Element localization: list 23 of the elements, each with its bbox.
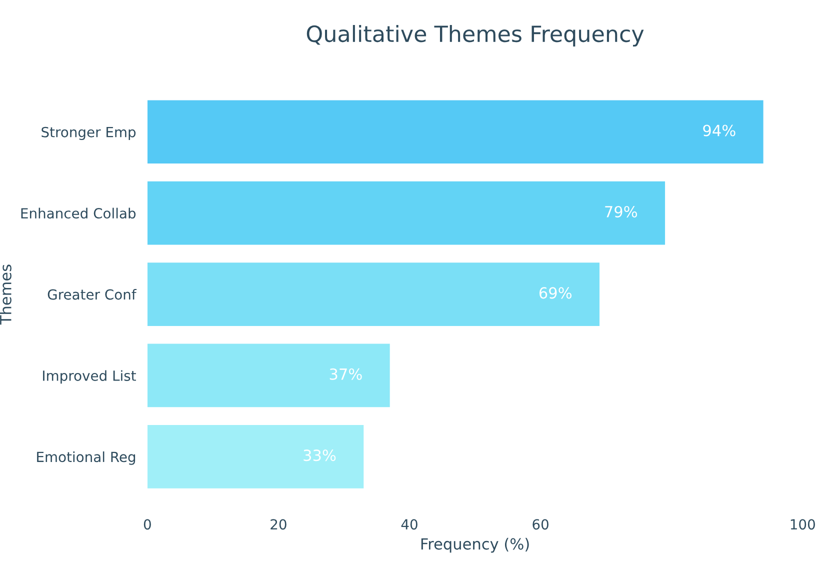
data-label: 79%	[605, 206, 638, 218]
x-tick-label: 40	[401, 519, 418, 530]
y-tick-label: Emotional Reg	[37, 451, 136, 465]
y-tick-label: Improved List	[43, 370, 136, 384]
data-label: 37%	[330, 368, 362, 380]
bar	[147, 100, 764, 164]
x-axis-title: Frequency (%)	[421, 538, 529, 553]
y-tick-label: Enhanced Collab	[21, 208, 136, 219]
x-tick-label: 0	[144, 519, 151, 530]
x-tick-label: 20	[270, 519, 286, 530]
data-label: 69%	[539, 287, 572, 299]
y-tick-label: Stronger Emp	[42, 126, 136, 140]
y-axis-title: Themes	[0, 264, 12, 325]
y-tick-label: Greater Conf	[48, 288, 137, 300]
data-label: 94%	[703, 124, 736, 136]
bar	[147, 262, 600, 326]
bar	[147, 344, 390, 408]
chart-title: Qualitative Themes Frequency	[306, 25, 644, 47]
data-label: 33%	[304, 450, 336, 462]
bar	[147, 425, 364, 488]
x-tick-label: 100	[790, 519, 815, 530]
bar	[147, 181, 666, 245]
x-tick-label: 60	[532, 519, 548, 530]
